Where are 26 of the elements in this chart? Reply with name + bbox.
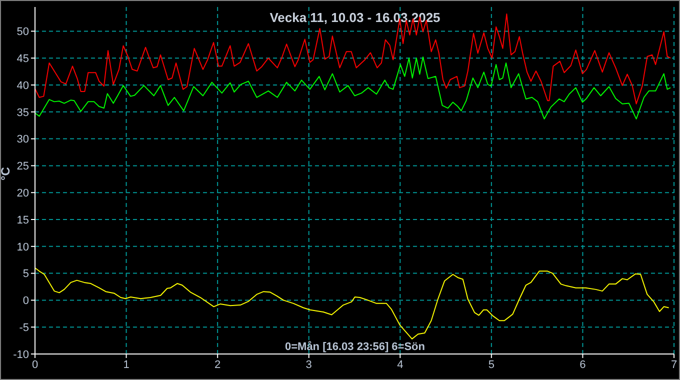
x-tick-label: 5 (488, 358, 494, 371)
y-tick-label: 50 (16, 26, 29, 38)
y-tick-label: 30 (16, 134, 29, 146)
y-tick-label: 40 (16, 80, 29, 92)
x-tick-label: 1 (123, 358, 130, 371)
y-tick-label: 35 (16, 106, 29, 119)
annotation: 0=Mån [16.03 23:56] 6=Sön (284, 341, 426, 353)
y-tick-label: 25 (16, 160, 29, 173)
y-tick-label: 0 (22, 295, 29, 308)
y-tick-label: -5 (19, 322, 29, 334)
y-tick-label: 20 (16, 188, 29, 200)
x-tick-label: 2 (214, 358, 221, 371)
y-tick-label: 15 (16, 214, 29, 226)
y-axis-title: °C (0, 166, 12, 180)
y-tick-label: 10 (16, 241, 29, 254)
y-tick-label: 5 (22, 268, 29, 280)
x-tick-label: 7 (670, 358, 678, 371)
y-tick-label: 45 (16, 53, 29, 66)
y-tick-label: -10 (13, 348, 29, 361)
line-series (35, 56, 672, 120)
x-tick-label: 0 (32, 358, 38, 371)
line-series (35, 13, 672, 104)
x-tick-label: 6 (580, 358, 586, 371)
line-series (35, 267, 670, 340)
x-tick-label: 3 (306, 358, 312, 371)
x-tick-label: 4 (397, 358, 404, 371)
